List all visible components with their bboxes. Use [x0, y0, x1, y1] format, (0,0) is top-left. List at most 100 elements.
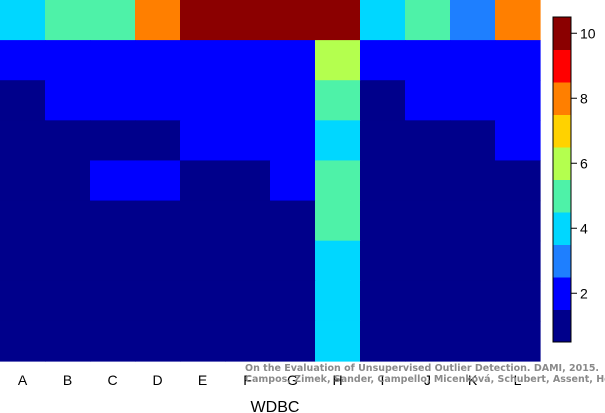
colorbar-segment	[553, 244, 571, 278]
colorbar-tick-label: 4	[580, 220, 588, 236]
heatmap-cell	[90, 0, 136, 41]
heatmap-cell	[45, 280, 91, 322]
heatmap-cell	[315, 280, 361, 322]
heatmap-cell	[0, 280, 46, 322]
heatmap-cell	[360, 240, 406, 282]
credit-line-2: Campos, Zimek, Sander, Campello, Micenko…	[245, 374, 605, 385]
heatmap-cell	[45, 0, 91, 41]
heatmap-cell	[495, 280, 541, 322]
heatmap-cell	[495, 320, 541, 362]
heatmap-cell	[405, 280, 451, 322]
heatmap-cell	[45, 200, 91, 242]
heatmap-cell	[180, 0, 226, 41]
heatmap-cell	[90, 320, 136, 362]
heatmap-cell	[315, 200, 361, 242]
heatmap-cell	[270, 240, 316, 282]
heatmap-cell	[315, 160, 361, 202]
heatmap-cell	[90, 120, 136, 162]
heatmap-cell	[90, 240, 136, 282]
x-axis-label: WDBC	[251, 399, 300, 413]
heatmap-cell	[315, 0, 361, 41]
heatmap-cell	[0, 80, 46, 121]
heatmap-cells	[0, 0, 541, 362]
heatmap-cell	[135, 200, 181, 242]
heatmap-cell	[450, 320, 496, 362]
heatmap-cell	[90, 80, 136, 121]
heatmap-cell	[405, 40, 451, 81]
heatmap-cell	[405, 120, 451, 162]
heatmap-cell	[225, 240, 271, 282]
heatmap-cell	[270, 120, 316, 162]
colorbar-segment	[553, 49, 571, 83]
heatmap-cell	[90, 160, 136, 202]
x-tick-label: C	[107, 372, 117, 388]
heatmap-cell	[45, 120, 91, 162]
heatmap-cell	[450, 160, 496, 202]
credit-line-1: On the Evaluation of Unsupervised Outlie…	[245, 363, 599, 374]
heatmap-cell	[45, 80, 91, 121]
heatmap-cell	[90, 40, 136, 81]
heatmap-cell	[135, 160, 181, 202]
heatmap-cell	[450, 280, 496, 322]
heatmap-cell	[270, 160, 316, 202]
x-tick-label: A	[18, 372, 28, 388]
heatmap-cell	[0, 160, 46, 202]
colorbar-segment	[553, 179, 571, 213]
heatmap-cell	[225, 320, 271, 362]
colorbar-segment	[553, 309, 571, 343]
colorbar-tick-label: 2	[580, 285, 588, 301]
heatmap-cell	[315, 80, 361, 121]
heatmap-cell	[180, 200, 226, 242]
x-tick-label: I	[381, 372, 385, 388]
heatmap-cell	[225, 0, 271, 41]
heatmap-cell	[315, 240, 361, 282]
heatmap-cell	[360, 280, 406, 322]
heatmap-cell	[270, 320, 316, 362]
x-tick-label: J	[424, 372, 431, 388]
heatmap-cell	[495, 120, 541, 162]
heatmap-cell	[270, 80, 316, 121]
x-tick-label: D	[152, 372, 162, 388]
heatmap-cell	[90, 280, 136, 322]
heatmap-cell	[225, 80, 271, 121]
heatmap-cell	[405, 80, 451, 121]
heatmap-cell	[135, 280, 181, 322]
heatmap-cell	[135, 40, 181, 81]
heatmap-cell	[180, 320, 226, 362]
heatmap-cell	[360, 0, 406, 41]
heatmap-cell	[270, 0, 316, 41]
heatmap-cell	[225, 120, 271, 162]
heatmap-cell	[450, 40, 496, 81]
heatmap-cell	[495, 0, 541, 41]
heatmap-cell	[360, 200, 406, 242]
heatmap-cell	[450, 120, 496, 162]
heatmap-cell	[405, 0, 451, 41]
heatmap-cell	[225, 280, 271, 322]
x-tick-label: F	[243, 372, 252, 388]
colorbar-segment	[553, 17, 571, 50]
heatmap-cell	[315, 320, 361, 362]
x-tick-label: B	[63, 372, 72, 388]
heatmap-cell	[495, 240, 541, 282]
x-tick-label: E	[198, 372, 207, 388]
heatmap-cell	[225, 200, 271, 242]
heatmap-cell	[0, 200, 46, 242]
heatmap-cell	[315, 40, 361, 81]
heatmap-cell	[0, 0, 46, 41]
heatmap-cell	[450, 240, 496, 282]
colorbar-segment	[553, 212, 571, 245]
heatmap-cell	[360, 40, 406, 81]
heatmap-cell	[360, 320, 406, 362]
heatmap-cell	[360, 160, 406, 202]
x-tick-label: G	[287, 372, 298, 388]
colorbar-tick-label: 10	[580, 25, 596, 41]
colorbar-frame	[552, 16, 572, 343]
heatmap-cell	[180, 240, 226, 282]
heatmap-cell	[180, 40, 226, 81]
heatmap-cell	[0, 320, 46, 362]
heatmap-cell	[0, 240, 46, 282]
heatmap-cell	[450, 0, 496, 41]
heatmap-cell	[180, 280, 226, 322]
colorbar-tick-label: 8	[580, 90, 588, 106]
heatmap-cell	[45, 160, 91, 202]
